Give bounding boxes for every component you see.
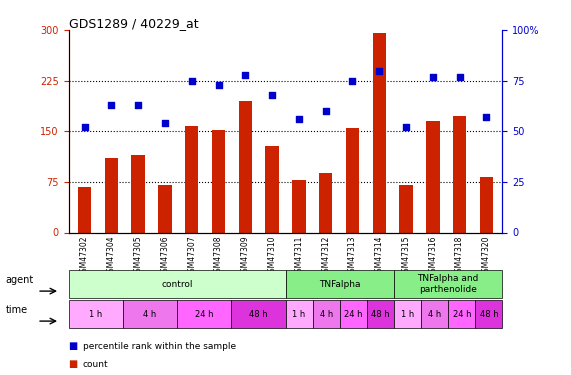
Point [134, 102, 143, 108]
Point [214, 82, 223, 88]
Point [160, 120, 170, 126]
Point [375, 68, 384, 74]
Text: 1 h: 1 h [89, 310, 102, 319]
Point [455, 74, 464, 80]
Text: 48 h: 48 h [480, 310, 498, 319]
Text: control: control [161, 280, 193, 289]
Point [107, 102, 116, 108]
Point [348, 78, 357, 84]
Text: 1 h: 1 h [401, 310, 414, 319]
Bar [453, 116, 467, 232]
Text: agent: agent [6, 275, 34, 285]
Text: ■: ■ [69, 359, 78, 369]
Bar [185, 126, 199, 232]
Text: 24 h: 24 h [195, 310, 214, 319]
Bar [480, 177, 493, 232]
Bar [158, 185, 172, 232]
Bar [372, 33, 386, 232]
Point [294, 116, 303, 122]
Text: percentile rank within the sample: percentile rank within the sample [83, 342, 236, 351]
Text: ■: ■ [69, 340, 78, 351]
Text: 4 h: 4 h [143, 310, 156, 319]
Point [428, 74, 437, 80]
Text: 4 h: 4 h [320, 310, 333, 319]
Text: TNFalpha and
parthenolide: TNFalpha and parthenolide [417, 274, 479, 294]
Bar [78, 187, 91, 232]
Bar [346, 128, 359, 232]
Bar [239, 101, 252, 232]
Point [187, 78, 196, 84]
Bar [292, 180, 305, 232]
Bar [319, 173, 332, 232]
Text: 24 h: 24 h [344, 310, 363, 319]
Point [321, 108, 330, 114]
Text: 48 h: 48 h [249, 310, 268, 319]
Text: count: count [83, 360, 108, 369]
Text: TNFalpha: TNFalpha [319, 280, 360, 289]
Point [482, 114, 491, 120]
Text: GDS1289 / 40229_at: GDS1289 / 40229_at [69, 17, 198, 30]
Point [401, 124, 411, 130]
Point [268, 92, 277, 98]
Bar [426, 121, 440, 232]
Bar [266, 146, 279, 232]
Point [80, 124, 89, 130]
Bar [399, 185, 413, 232]
Bar [212, 130, 225, 232]
Text: 24 h: 24 h [453, 310, 471, 319]
Bar [131, 155, 145, 232]
Point [241, 72, 250, 78]
Text: 4 h: 4 h [428, 310, 441, 319]
Text: 1 h: 1 h [292, 310, 305, 319]
Text: time: time [6, 305, 28, 315]
Bar [104, 158, 118, 232]
Text: 48 h: 48 h [371, 310, 390, 319]
